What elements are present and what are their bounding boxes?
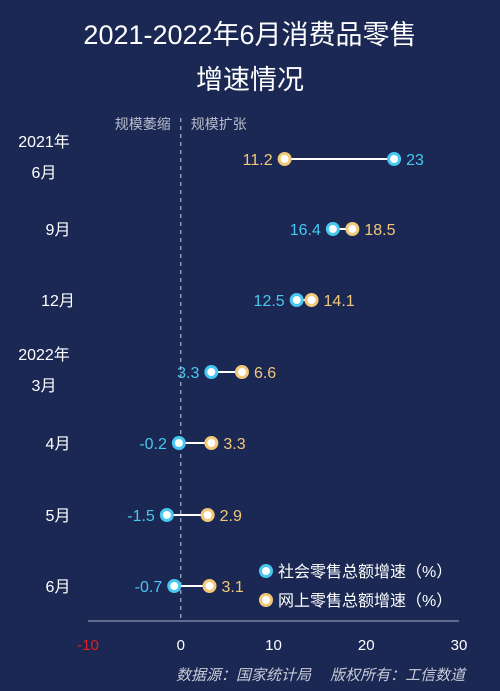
legend-label: 网上零售总额增速（%） bbox=[278, 592, 452, 610]
zone-label-expand: 规模扩张 bbox=[191, 116, 247, 132]
data-label-online-retail: 6.6 bbox=[254, 365, 276, 382]
category-label: 3月 bbox=[32, 378, 57, 395]
legend-marker bbox=[259, 593, 273, 607]
x-tick-label: -10 bbox=[77, 637, 99, 654]
legend-marker bbox=[259, 564, 273, 578]
category-label: 9月 bbox=[46, 222, 71, 239]
x-tick-label: 20 bbox=[358, 637, 375, 654]
point-social-retail bbox=[387, 152, 402, 166]
category-label: 6月 bbox=[32, 165, 57, 182]
chart-title-line2: 增速情况 bbox=[196, 65, 304, 95]
data-label-online-retail: 14.1 bbox=[324, 293, 355, 310]
data-label-online-retail: 3.3 bbox=[223, 436, 245, 453]
point-social-retail bbox=[325, 222, 340, 236]
point-social-retail bbox=[204, 365, 219, 379]
data-label-social-retail: 16.4 bbox=[290, 222, 321, 239]
x-tick-label: 0 bbox=[177, 637, 185, 654]
point-social-retail bbox=[171, 436, 186, 450]
data-label-social-retail: -0.2 bbox=[139, 436, 167, 453]
point-social-retail bbox=[159, 508, 174, 522]
point-social-retail bbox=[167, 579, 182, 593]
point-online-retail bbox=[202, 579, 217, 593]
data-label-online-retail: 11.2 bbox=[243, 152, 273, 169]
point-online-retail bbox=[345, 222, 360, 236]
chart-title-line1: 2021-2022年6月消费品零售 bbox=[83, 20, 417, 50]
category-label: 2021年 bbox=[18, 133, 70, 151]
point-online-retail bbox=[304, 293, 319, 307]
x-tick-label: 30 bbox=[451, 637, 468, 654]
point-social-retail bbox=[289, 293, 304, 307]
data-label-social-retail: 3.3 bbox=[177, 365, 199, 382]
data-source-note: 数据源：国家统计局 版权所有：工信数道 bbox=[176, 667, 466, 684]
zone-label-shrink: 规模萎缩 bbox=[115, 116, 171, 132]
data-label-online-retail: 2.9 bbox=[220, 508, 242, 525]
category-label: 6月 bbox=[46, 579, 71, 596]
data-label-social-retail: -0.7 bbox=[135, 579, 163, 596]
data-label-online-retail: 3.1 bbox=[222, 579, 244, 596]
point-online-retail bbox=[200, 508, 215, 522]
x-tick-label: 10 bbox=[265, 637, 282, 654]
data-label-social-retail: 12.5 bbox=[254, 293, 285, 310]
point-online-retail bbox=[204, 436, 219, 450]
data-label-social-retail: -1.5 bbox=[127, 508, 155, 525]
category-label: 4月 bbox=[46, 436, 71, 453]
data-label-online-retail: 18.5 bbox=[364, 222, 395, 239]
data-label-social-retail: 23 bbox=[406, 152, 424, 169]
category-label: 2022年 bbox=[18, 346, 70, 364]
point-online-retail bbox=[277, 152, 292, 166]
category-label: 12月 bbox=[41, 293, 75, 310]
legend-label: 社会零售总额增速（%） bbox=[278, 563, 452, 581]
category-label: 5月 bbox=[46, 508, 71, 525]
point-online-retail bbox=[234, 365, 249, 379]
